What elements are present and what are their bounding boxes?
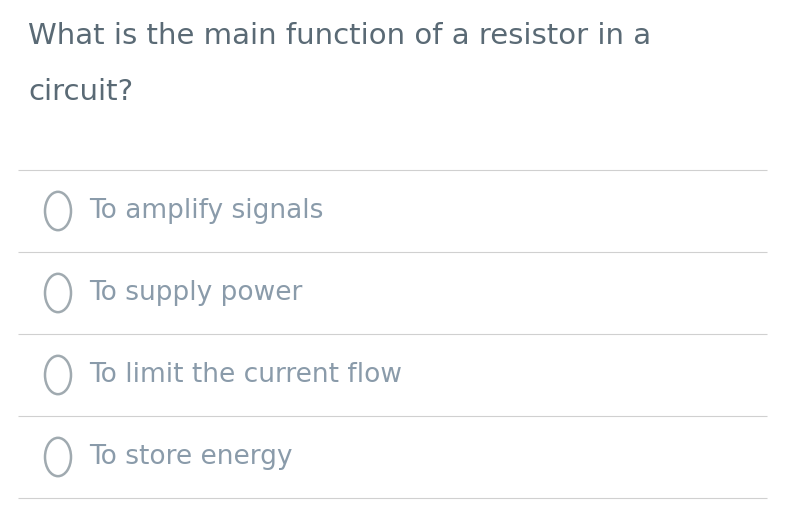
- Text: To amplify signals: To amplify signals: [89, 198, 323, 224]
- Text: What is the main function of a resistor in a: What is the main function of a resistor …: [28, 22, 651, 50]
- Text: To limit the current flow: To limit the current flow: [89, 362, 402, 388]
- Text: To store energy: To store energy: [89, 444, 293, 470]
- Text: To supply power: To supply power: [89, 280, 302, 306]
- Text: circuit?: circuit?: [28, 78, 133, 106]
